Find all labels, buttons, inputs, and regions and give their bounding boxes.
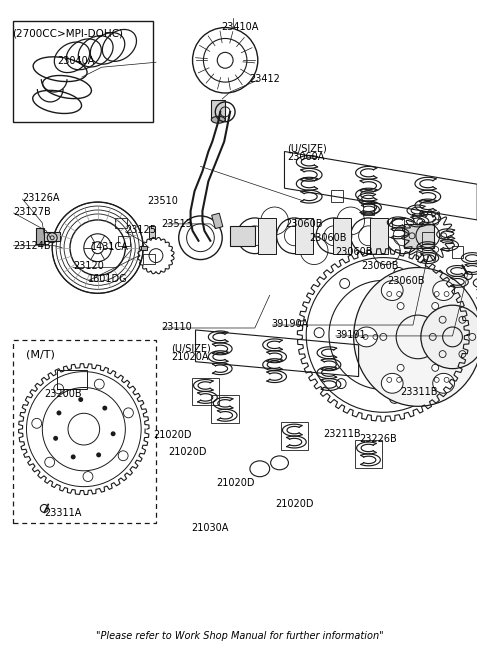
Text: 39191: 39191 <box>335 330 365 341</box>
Text: 23311A: 23311A <box>45 508 82 517</box>
Bar <box>371 218 388 253</box>
Bar <box>280 422 308 450</box>
Bar <box>258 218 276 253</box>
Bar <box>212 213 223 229</box>
Ellipse shape <box>211 117 225 123</box>
Bar <box>119 236 130 246</box>
Text: 23513: 23513 <box>162 219 192 229</box>
Bar <box>38 232 60 241</box>
Text: 21030A: 21030A <box>192 523 229 533</box>
Bar <box>12 20 153 122</box>
Text: 23200B: 23200B <box>45 389 82 399</box>
Text: 1431CA: 1431CA <box>91 242 129 252</box>
Text: 23060B: 23060B <box>309 233 346 243</box>
Text: (U/SIZE): (U/SIZE) <box>288 144 327 154</box>
Text: "Please refer to Work Shop Manual for further information": "Please refer to Work Shop Manual for fu… <box>96 631 384 641</box>
Circle shape <box>432 364 439 371</box>
Circle shape <box>102 405 107 411</box>
Circle shape <box>449 333 456 341</box>
Text: 23120: 23120 <box>73 261 104 271</box>
Bar <box>422 232 434 244</box>
Circle shape <box>111 431 116 436</box>
Text: 21020A: 21020A <box>171 352 209 362</box>
Text: 23110: 23110 <box>162 322 192 333</box>
Bar <box>57 369 87 390</box>
Bar <box>211 100 225 120</box>
Circle shape <box>432 303 439 309</box>
Circle shape <box>53 436 58 441</box>
Text: 23510: 23510 <box>147 196 179 206</box>
Text: (2700CC>MPI-DOHC): (2700CC>MPI-DOHC) <box>12 29 123 39</box>
Text: 23060B: 23060B <box>387 276 425 286</box>
Ellipse shape <box>433 373 455 393</box>
Text: 21020D: 21020D <box>276 499 314 509</box>
Bar <box>355 440 383 468</box>
Text: 21020D: 21020D <box>154 430 192 440</box>
Text: 23060A: 23060A <box>288 153 325 162</box>
Ellipse shape <box>458 327 480 347</box>
Circle shape <box>78 397 83 402</box>
Text: (M/T): (M/T) <box>25 350 54 360</box>
Text: 39190A: 39190A <box>271 319 308 329</box>
Circle shape <box>71 455 76 459</box>
Circle shape <box>397 364 404 371</box>
Bar <box>141 246 147 250</box>
Bar <box>452 246 463 257</box>
Circle shape <box>397 303 404 309</box>
Bar <box>331 190 343 202</box>
Bar <box>392 218 404 230</box>
Text: 23226B: 23226B <box>360 434 397 444</box>
Text: 23060B: 23060B <box>335 247 372 257</box>
Ellipse shape <box>381 373 403 393</box>
Text: 23410A: 23410A <box>221 22 258 33</box>
Text: 23060B: 23060B <box>285 219 323 229</box>
Ellipse shape <box>356 327 377 347</box>
Circle shape <box>57 411 61 415</box>
Text: 23060B: 23060B <box>361 261 398 271</box>
Text: 23125: 23125 <box>125 225 156 235</box>
Bar <box>404 224 434 248</box>
Text: 23211B: 23211B <box>324 429 361 439</box>
Text: 23412: 23412 <box>250 75 280 84</box>
Ellipse shape <box>381 280 403 301</box>
Text: 21020D: 21020D <box>216 478 255 489</box>
Text: 23124B: 23124B <box>13 240 51 251</box>
Text: 21020D: 21020D <box>168 447 206 457</box>
Text: 23311B: 23311B <box>400 388 438 398</box>
Text: 23127B: 23127B <box>13 207 51 217</box>
Ellipse shape <box>433 280 455 301</box>
Ellipse shape <box>354 267 480 406</box>
Bar <box>12 340 156 523</box>
Bar <box>143 253 155 263</box>
Circle shape <box>380 333 387 341</box>
Bar <box>230 226 255 246</box>
Text: (U/SIZE): (U/SIZE) <box>171 343 211 353</box>
Text: 23126A: 23126A <box>23 193 60 202</box>
Bar <box>149 226 155 238</box>
Bar <box>211 396 239 423</box>
Circle shape <box>96 453 101 457</box>
Text: 1601DG: 1601DG <box>88 274 128 284</box>
Bar <box>333 218 351 253</box>
Text: 23040A: 23040A <box>57 56 95 66</box>
Bar <box>295 218 313 253</box>
Bar <box>362 203 374 215</box>
Circle shape <box>421 305 480 369</box>
Bar <box>192 377 219 405</box>
Bar <box>36 228 44 244</box>
Bar <box>116 218 127 228</box>
